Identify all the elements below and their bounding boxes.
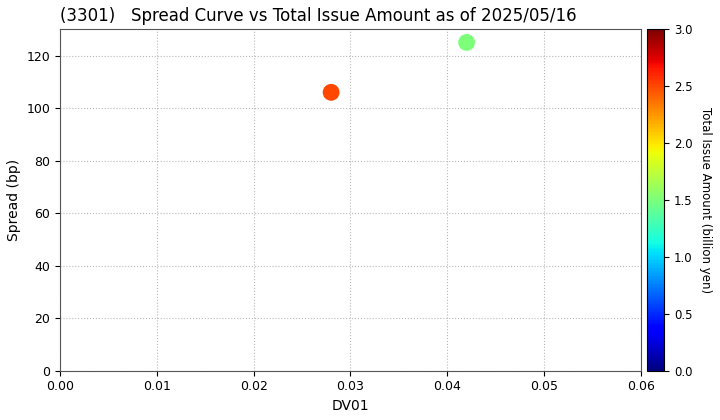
Text: (3301)   Spread Curve vs Total Issue Amount as of 2025/05/16: (3301) Spread Curve vs Total Issue Amoun…: [60, 7, 577, 25]
Y-axis label: Spread (bp): Spread (bp): [7, 159, 21, 241]
X-axis label: DV01: DV01: [332, 399, 369, 413]
Point: [325, 89, 337, 96]
Y-axis label: Total Issue Amount (billion yen): Total Issue Amount (billion yen): [699, 107, 712, 293]
Point: [461, 39, 472, 46]
